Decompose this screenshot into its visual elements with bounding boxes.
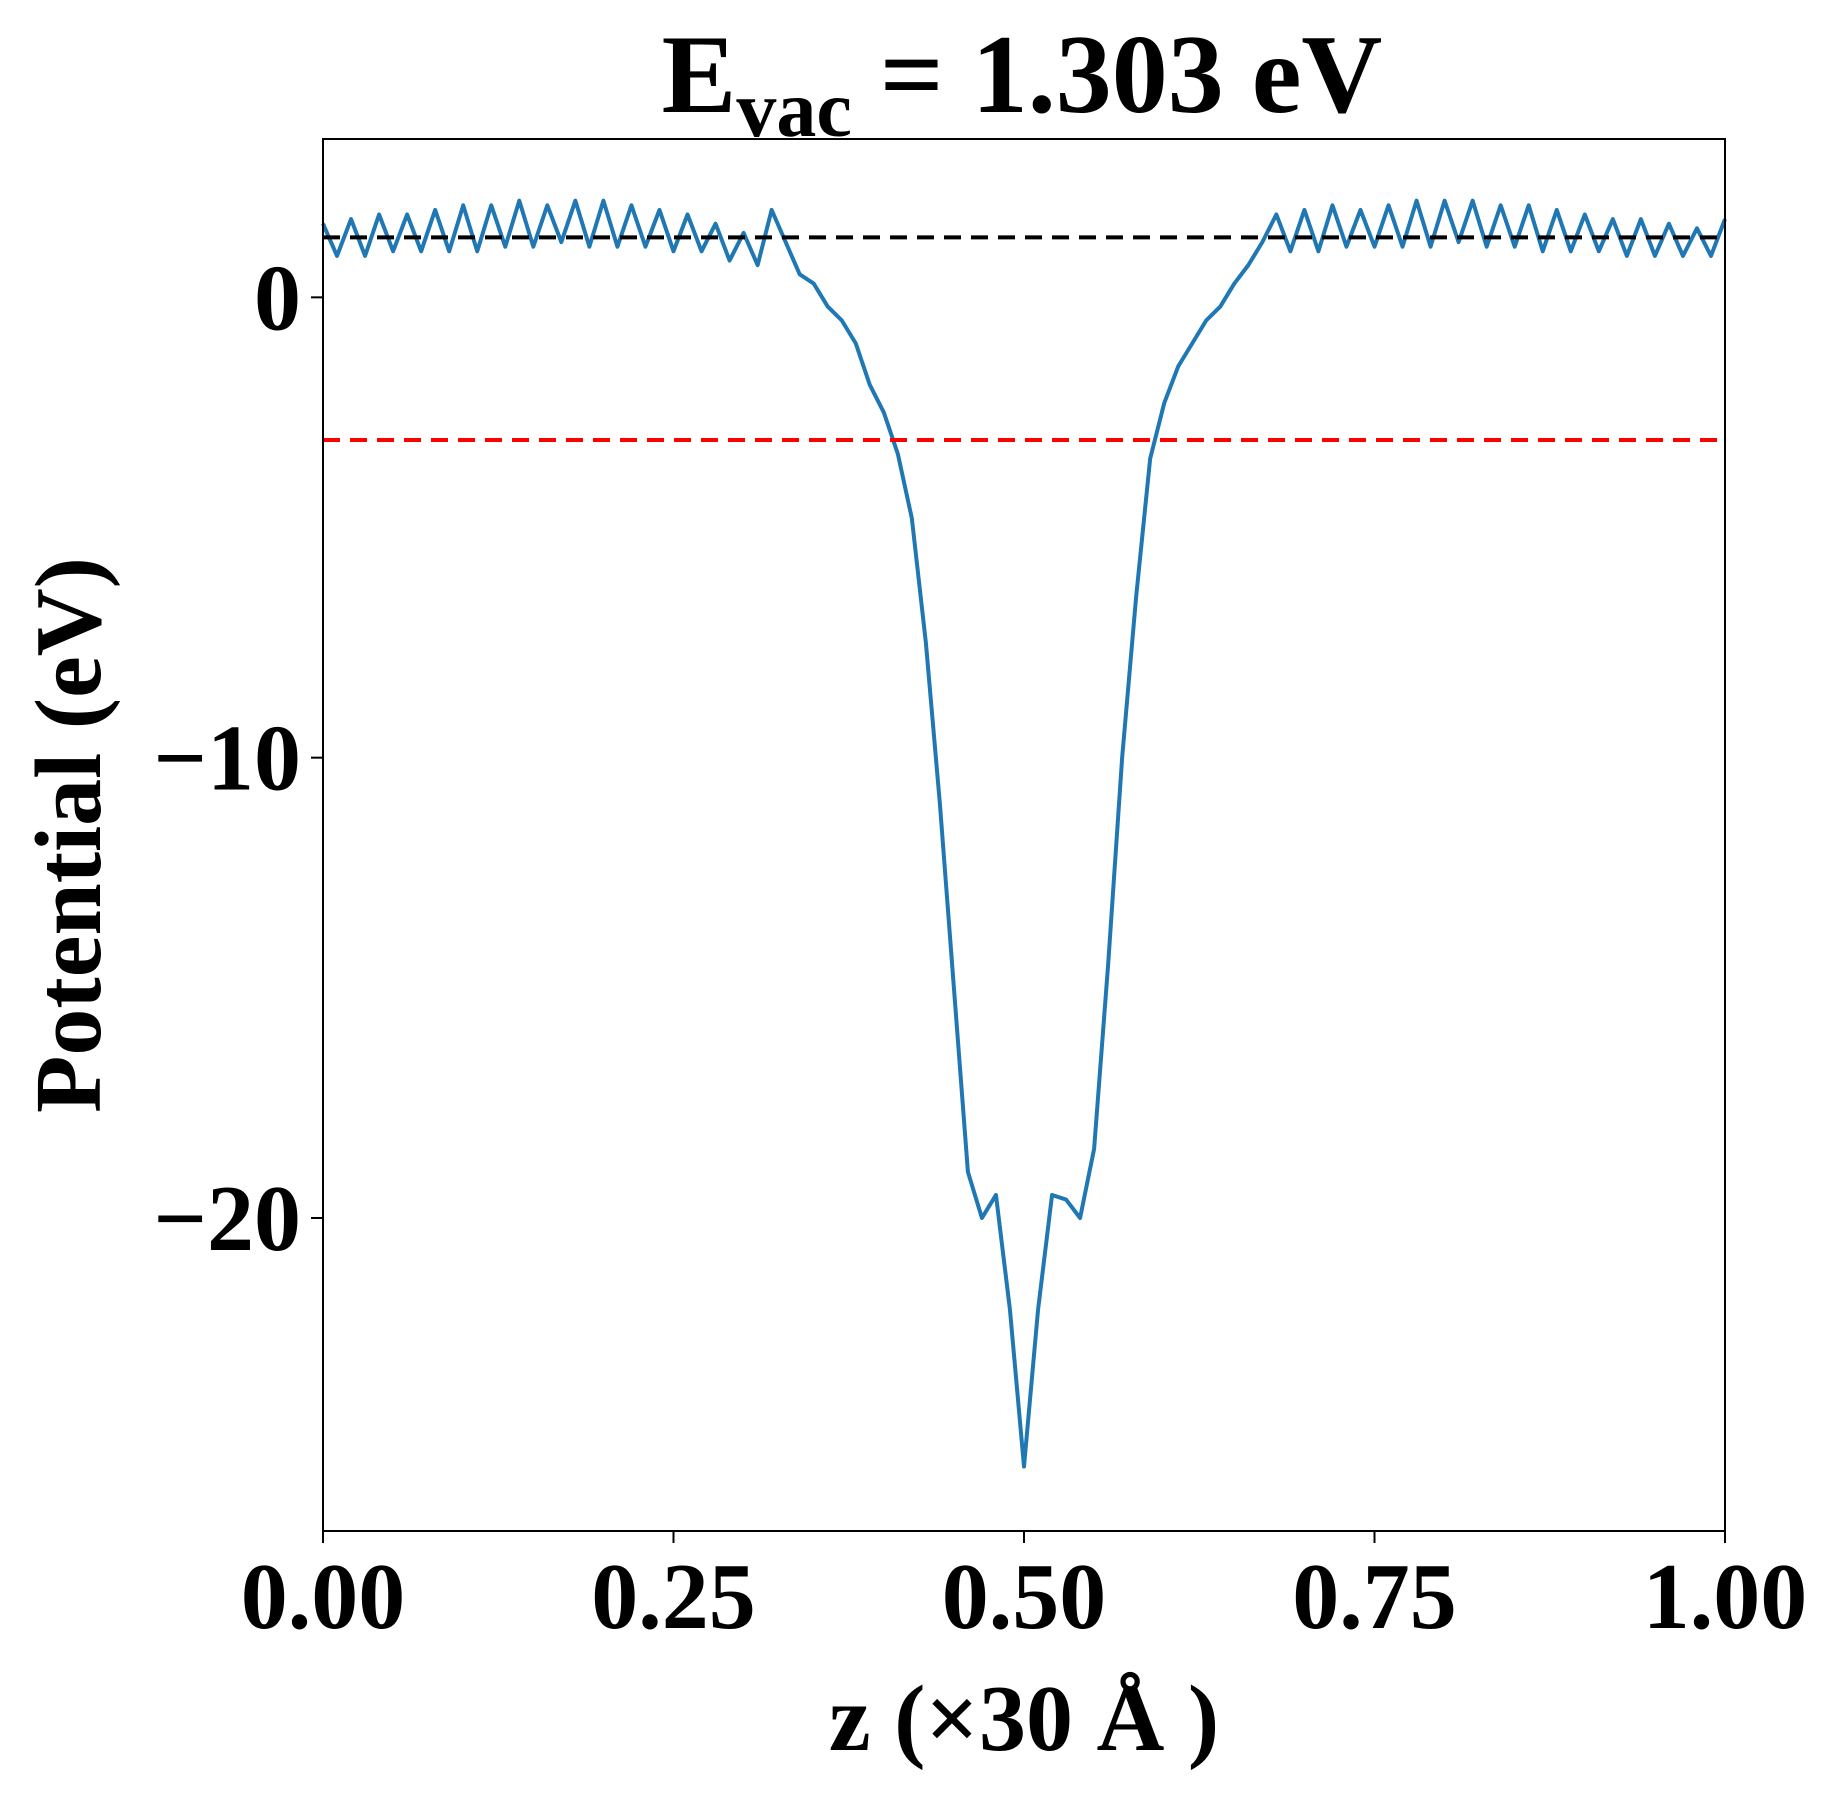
y-axis-label: Potential (eV) bbox=[17, 557, 121, 1113]
plot-frame bbox=[322, 138, 1726, 1532]
y-tick-label: 0 bbox=[254, 246, 301, 350]
title-main: E bbox=[662, 13, 737, 137]
x-tick-label: 1.00 bbox=[1643, 1545, 1808, 1649]
data-line bbox=[321, 198, 1727, 1469]
x-tick-label: 0.50 bbox=[942, 1545, 1107, 1649]
x-axis-label: z (×30 Å ) bbox=[829, 1667, 1219, 1771]
chart-title: Evac = 1.303 eV bbox=[662, 13, 1383, 154]
title-suffix: = 1.303 eV bbox=[852, 13, 1382, 137]
title-subscript: vac bbox=[736, 66, 852, 154]
y-tick-label: −20 bbox=[153, 1167, 301, 1271]
x-tick-label: 0.75 bbox=[1292, 1545, 1457, 1649]
x-tick-label: 0.25 bbox=[591, 1545, 756, 1649]
y-tick-label: −10 bbox=[153, 707, 301, 811]
x-tick-label: 0.00 bbox=[241, 1545, 406, 1649]
